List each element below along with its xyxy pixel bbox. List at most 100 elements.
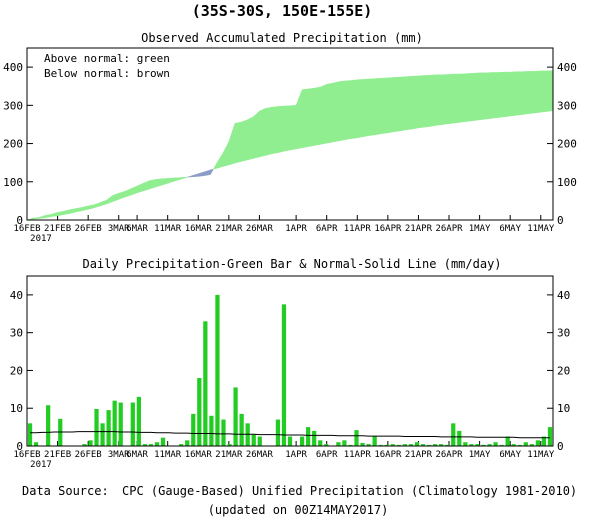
accum-chart-title: Observed Accumulated Precipitation (mm) bbox=[141, 31, 423, 45]
accum-ytick-label-right: 300 bbox=[557, 99, 577, 112]
source-label: Data Source: bbox=[22, 484, 109, 498]
daily-bar bbox=[548, 427, 552, 446]
accum-above-fill bbox=[339, 81, 345, 141]
accum-xtick-label: 26APR bbox=[435, 224, 463, 234]
accum-above-fill bbox=[480, 73, 486, 120]
accum-xtick-label: 16MAR bbox=[185, 224, 213, 234]
accum-xtick-label: 1MAY bbox=[469, 224, 491, 234]
accum-above-fill bbox=[529, 71, 535, 113]
daily-ytick-label-right: 30 bbox=[557, 327, 570, 340]
accum-above-fill bbox=[223, 142, 229, 167]
accum-above-fill bbox=[155, 179, 161, 187]
accum-above-fill bbox=[382, 78, 388, 134]
accum-above-fill bbox=[321, 84, 327, 144]
daily-bar bbox=[312, 431, 316, 446]
accum-xtick-label: 6MAR bbox=[126, 224, 148, 234]
accum-below-fill bbox=[204, 170, 210, 176]
accum-xtick-label: 21APR bbox=[405, 224, 433, 234]
daily-bar bbox=[463, 442, 467, 446]
accum-above-fill bbox=[370, 79, 376, 136]
daily-bar bbox=[252, 435, 256, 446]
daily-bar bbox=[119, 403, 123, 446]
accum-above-fill bbox=[88, 205, 94, 210]
accum-above-fill bbox=[253, 111, 259, 158]
accum-xtick-label: 26FEB bbox=[75, 224, 102, 234]
accum-above-fill bbox=[443, 74, 449, 124]
accum-above-fill bbox=[431, 75, 437, 127]
daily-xtick-year: 2017 bbox=[30, 460, 52, 470]
accum-above-fill bbox=[143, 181, 149, 191]
accum-above-fill bbox=[412, 76, 418, 129]
accum-xtick-label: 11APR bbox=[344, 224, 372, 234]
daily-bar bbox=[221, 420, 225, 446]
daily-bar bbox=[493, 442, 497, 446]
accum-above-fill bbox=[547, 71, 553, 112]
accum-above-fill bbox=[333, 82, 339, 142]
accum-above-fill bbox=[314, 87, 320, 145]
accum-above-fill bbox=[229, 123, 235, 165]
region-title: (35S-30S, 150E-155E) bbox=[192, 2, 373, 20]
daily-bar bbox=[28, 423, 32, 446]
accum-above-fill bbox=[363, 79, 369, 137]
accum-ytick-label-left: 0 bbox=[16, 214, 23, 227]
daily-bar bbox=[131, 403, 135, 446]
daily-bar bbox=[203, 321, 207, 446]
daily-xtick-label: 26FEB bbox=[75, 450, 102, 460]
daily-bar bbox=[288, 437, 292, 446]
accum-above-fill bbox=[284, 106, 290, 151]
daily-bar bbox=[46, 405, 50, 446]
accum-ytick-label-left: 300 bbox=[3, 99, 23, 112]
accum-above-fill bbox=[302, 89, 308, 148]
accum-above-fill bbox=[51, 212, 57, 216]
accum-ytick-label-right: 400 bbox=[557, 61, 577, 74]
accum-below-fill bbox=[188, 176, 193, 177]
accum-xtick-year: 2017 bbox=[30, 234, 52, 244]
daily-xtick-label: 21APR bbox=[405, 450, 433, 460]
accum-above-fill bbox=[45, 214, 51, 217]
accum-above-fill bbox=[82, 206, 88, 211]
daily-ytick-label-left: 30 bbox=[10, 327, 23, 340]
daily-bar bbox=[137, 397, 141, 446]
accum-above-fill bbox=[217, 153, 223, 168]
daily-bar bbox=[34, 442, 38, 446]
accum-above-fill bbox=[400, 77, 406, 131]
accum-above-fill bbox=[174, 178, 180, 182]
accum-above-fill bbox=[541, 71, 547, 112]
daily-bar bbox=[318, 440, 322, 446]
accum-above-fill bbox=[272, 106, 278, 153]
accum-above-fill bbox=[351, 80, 357, 139]
accum-above-fill bbox=[278, 106, 284, 153]
daily-ytick-label-right: 20 bbox=[557, 364, 570, 377]
accum-xtick-label: 21FEB bbox=[44, 224, 71, 234]
daily-bar bbox=[457, 431, 461, 446]
daily-ytick-label-left: 20 bbox=[10, 364, 23, 377]
accum-xtick-label: 11MAY bbox=[527, 224, 555, 234]
accum-above-fill bbox=[535, 71, 541, 113]
accum-above-fill bbox=[504, 72, 510, 117]
accum-above-fill bbox=[461, 74, 467, 123]
accum-above-fill bbox=[241, 120, 247, 162]
accum-ytick-label-right: 100 bbox=[557, 176, 577, 189]
accum-above-fill bbox=[235, 122, 241, 163]
accum-above-fill bbox=[213, 163, 216, 169]
accum-above-fill bbox=[308, 88, 314, 146]
daily-ytick-label-right: 40 bbox=[557, 289, 570, 302]
accum-above-fill bbox=[473, 73, 479, 121]
accum-ytick-label-right: 0 bbox=[557, 214, 564, 227]
accum-xtick-label: 6APR bbox=[316, 224, 338, 234]
accum-below-fill bbox=[192, 174, 198, 177]
daily-ytick-label-left: 10 bbox=[10, 402, 23, 415]
daily-bar bbox=[342, 440, 346, 446]
accum-above-fill bbox=[425, 75, 431, 127]
accum-above-fill bbox=[107, 196, 113, 204]
accum-above-fill bbox=[180, 177, 186, 179]
accum-above-fill bbox=[76, 207, 82, 212]
accum-above-fill bbox=[498, 72, 504, 117]
accum-ytick-label-left: 200 bbox=[3, 138, 23, 151]
daily-ytick-label-left: 40 bbox=[10, 289, 23, 302]
accum-above-fill bbox=[259, 108, 265, 157]
daily-bar bbox=[524, 442, 528, 446]
